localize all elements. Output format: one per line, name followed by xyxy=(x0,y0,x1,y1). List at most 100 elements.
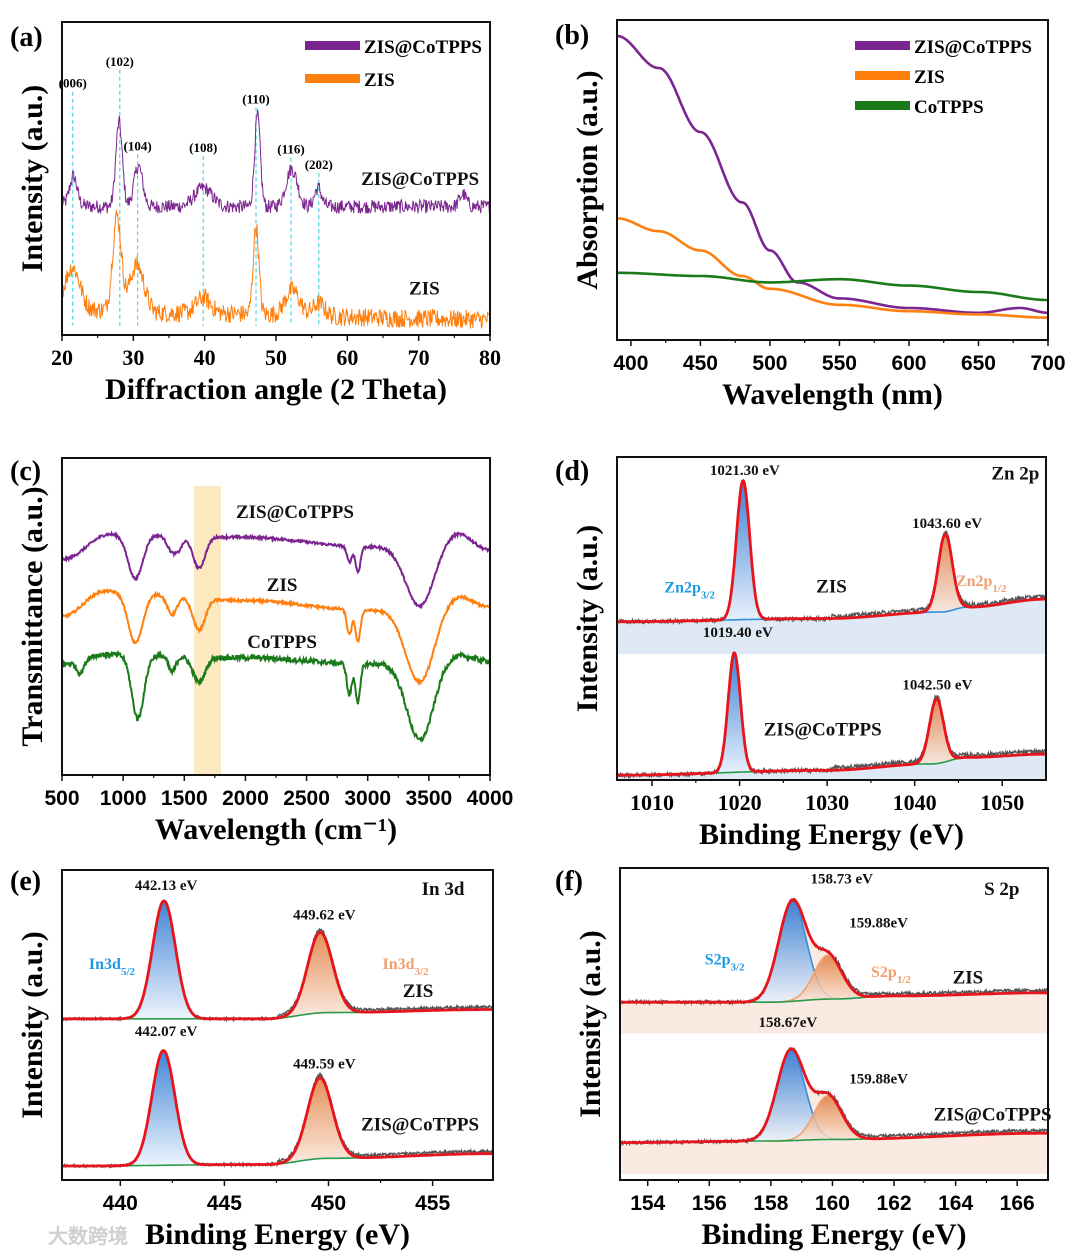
x-tick-label: 700 xyxy=(1030,352,1065,375)
panel-c: 500 1000 1500 2000 2500 3000 3500 4000 Wavelengt… xyxy=(10,456,513,846)
series-line-CoTPPS xyxy=(62,649,490,743)
annotation-label: ZIS xyxy=(267,575,298,596)
hkl-label: (202) xyxy=(305,157,333,172)
plot-area xyxy=(617,34,1048,319)
x-tick-label: 60 xyxy=(336,345,358,370)
x-tick-label: 20 xyxy=(51,345,73,370)
component-fill-In3d5/2 xyxy=(113,901,216,1019)
panel-label: (a) xyxy=(10,22,43,53)
plot-area xyxy=(620,897,1048,1174)
annotation-subscript: 3/2 xyxy=(731,962,746,974)
x-tick-label: 162 xyxy=(877,1192,912,1215)
annotation-text: S2p xyxy=(871,964,897,981)
series-line-ZIS xyxy=(617,217,1048,319)
component-fill-In3d3/2 xyxy=(264,932,376,1019)
annotation-text: 1043.60 eV xyxy=(912,516,982,532)
component-label: In3d5/2 xyxy=(89,956,136,978)
annotation-label: 449.59 eV xyxy=(293,1056,356,1072)
annotation-label: ZIS@CoTPPS xyxy=(934,1105,1052,1126)
x-tick-label: 1500 xyxy=(161,787,208,810)
annotation-text: Zn2p xyxy=(664,580,701,597)
series-line-CoTPPS xyxy=(617,271,1048,302)
raw-data-line xyxy=(62,1049,493,1169)
x-axis-label: Wavelength (cm⁻¹) xyxy=(155,813,397,846)
annotation-text: 159.88eV xyxy=(849,915,908,931)
panel-label: (d) xyxy=(555,456,589,487)
annotation-subscript: 1/2 xyxy=(992,583,1007,595)
annotation-text: ZIS@CoTPPS xyxy=(934,1105,1052,1126)
x-tick-label: 2000 xyxy=(222,787,269,810)
x-tick-label: 30 xyxy=(122,345,144,370)
panel-f: 154 156 158 160 162 164 166 Binding Energy (eV)… xyxy=(555,866,1052,1251)
fit-envelope-line xyxy=(62,1049,493,1168)
annotation-label: ZIS xyxy=(409,278,440,299)
annotation-text: 449.62 eV xyxy=(293,908,356,924)
annotation-text: ZIS xyxy=(403,981,434,1002)
annotation-text: In3d xyxy=(89,956,121,973)
x-tick-label: 166 xyxy=(1000,1192,1035,1215)
annotation-label: 442.13 eV xyxy=(135,878,198,894)
series-line-ZIS xyxy=(62,587,490,687)
annotation-text: 1021.30 eV xyxy=(710,463,780,479)
x-tick-label: 550 xyxy=(822,352,857,375)
legend-swatch xyxy=(855,101,910,110)
annotation-label: S 2p xyxy=(984,879,1019,900)
annotation-label: ZIS xyxy=(403,981,434,1002)
legend-label: CoTPPS xyxy=(914,97,984,118)
legend-label: ZIS@CoTPPS xyxy=(914,37,1032,58)
x-axis-label: Binding Energy (eV) xyxy=(699,818,964,851)
annotation-subscript: 3/2 xyxy=(415,966,430,978)
annotation-text: ZIS@CoTPPS xyxy=(764,720,882,741)
hkl-label: (116) xyxy=(277,141,304,156)
x-axis-label: Binding Energy (eV) xyxy=(701,1218,966,1251)
hkl-label: (006) xyxy=(59,76,87,91)
plot-frame xyxy=(616,19,1049,341)
plot-frame xyxy=(61,869,494,1181)
x-tick-label: 600 xyxy=(891,352,926,375)
x-axis-label: Binding Energy (eV) xyxy=(145,1218,410,1251)
y-axis-label: Intensity (a.u.) xyxy=(571,525,604,713)
watermark: 大数跨境 xyxy=(48,1224,128,1248)
legend-label: ZIS@CoTPPS xyxy=(364,37,482,58)
legend-swatch xyxy=(305,41,360,50)
annotation-label: ZIS xyxy=(953,967,984,988)
component-fill-S2p3/2 xyxy=(730,901,855,1003)
plot-frame xyxy=(616,456,1047,781)
x-tick-label: 1030 xyxy=(805,790,849,815)
annotation-text: ZIS xyxy=(953,967,984,988)
annotation-subscript: 1/2 xyxy=(897,974,912,986)
plot-area xyxy=(62,486,490,775)
x-axis-label: Diffraction angle (2 Theta) xyxy=(105,373,447,406)
annotation-text: 159.88eV xyxy=(849,1071,908,1087)
x-tick-label: 3500 xyxy=(405,787,452,810)
hkl-label: (102) xyxy=(106,54,134,69)
component-label: In3d3/2 xyxy=(383,956,430,978)
annotation-label: 158.67eV xyxy=(758,1015,817,1031)
annotation-text: S2p xyxy=(705,952,731,969)
annotation-text: 449.59 eV xyxy=(293,1056,356,1072)
plot-area xyxy=(62,69,490,329)
fit-envelope-line xyxy=(617,479,1046,624)
raw-data-line xyxy=(617,479,1046,626)
y-axis-label: Intensity (a.u.) xyxy=(16,85,49,273)
y-axis-label: Intensity (a.u.) xyxy=(16,931,49,1119)
annotation-text: Zn 2p xyxy=(991,464,1039,485)
x-tick-label: 500 xyxy=(752,352,787,375)
annotation-text: In3d xyxy=(383,956,415,973)
x-tick-label: 445 xyxy=(207,1192,242,1215)
x-tick-label: 160 xyxy=(815,1192,850,1215)
component-fill-In3d3/2 xyxy=(264,1078,376,1165)
y-axis-label: Absorption (a.u.) xyxy=(571,70,604,289)
fit-envelope-line xyxy=(620,1047,1048,1144)
x-tick-label: 440 xyxy=(103,1192,138,1215)
annotation-label: 158.73 eV xyxy=(810,872,873,888)
plot-area xyxy=(617,479,1046,780)
annotation-text: In 3d xyxy=(422,879,465,900)
x-tick-label: 70 xyxy=(408,345,430,370)
x-tick-label: 500 xyxy=(44,787,79,810)
x-tick-label: 4000 xyxy=(467,787,514,810)
y-axis-label: Intensity (a.u.) xyxy=(574,930,607,1118)
panel-label: (f) xyxy=(555,866,583,897)
annotation-label: 159.88eV xyxy=(849,1071,908,1087)
annotation-label: ZIS xyxy=(816,577,847,598)
